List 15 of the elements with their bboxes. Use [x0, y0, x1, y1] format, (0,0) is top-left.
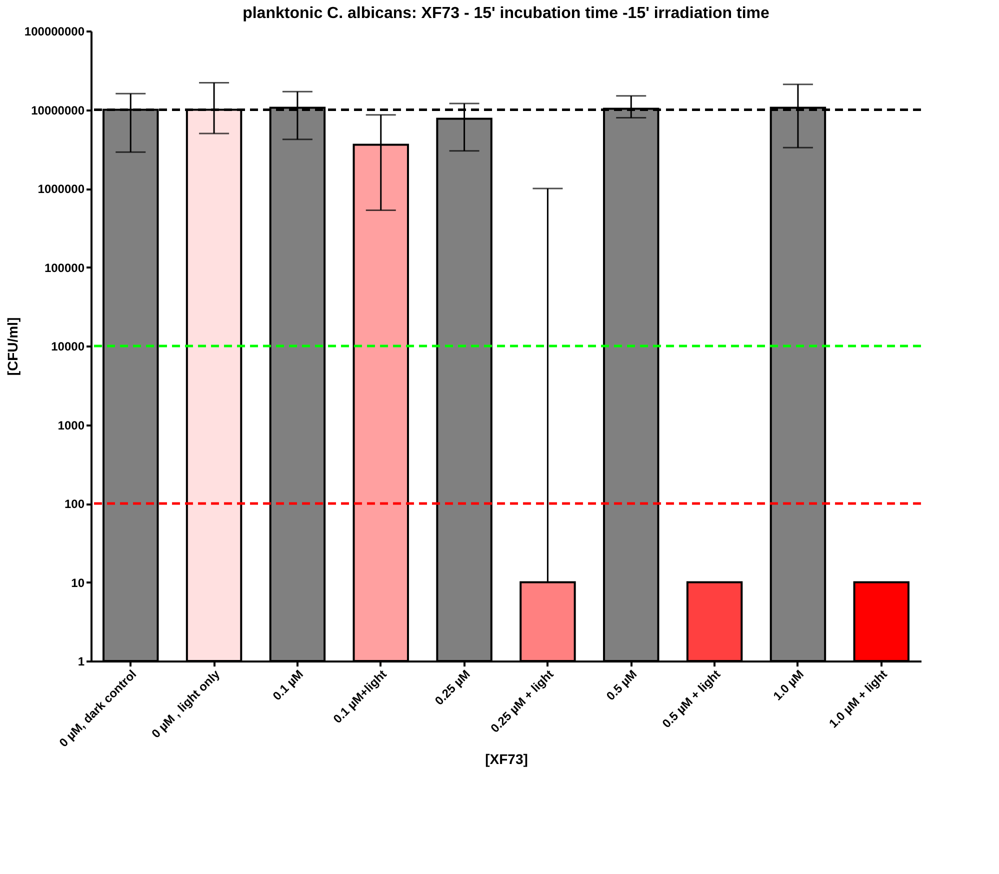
y-tick-label: 10000000 [31, 103, 85, 118]
y-tick-label: 100 [64, 497, 85, 511]
y-tick-label: 1 [78, 654, 85, 668]
x-axis-title: [XF73] [485, 751, 528, 768]
x-tick-label: 0.5 µM [604, 667, 640, 704]
y-tick-label: 10 [71, 576, 85, 590]
y-tick-label: 100000000 [24, 24, 85, 38]
chart-title: planktonic C. albicans: XF73 - 15' incubation time -15' irradiation time [242, 5, 770, 22]
y-tick-label: 1000000 [38, 182, 85, 196]
y-tick-label: 1000 [58, 418, 85, 432]
y-tick-label: 100000 [44, 260, 85, 275]
y-axis-title: [CFU/ml] [4, 317, 20, 376]
x-tick-label: 1.0 µM [770, 667, 806, 704]
y-tick-label: 10000 [51, 340, 85, 354]
x-tick-label: 0.1 µM [270, 667, 306, 704]
